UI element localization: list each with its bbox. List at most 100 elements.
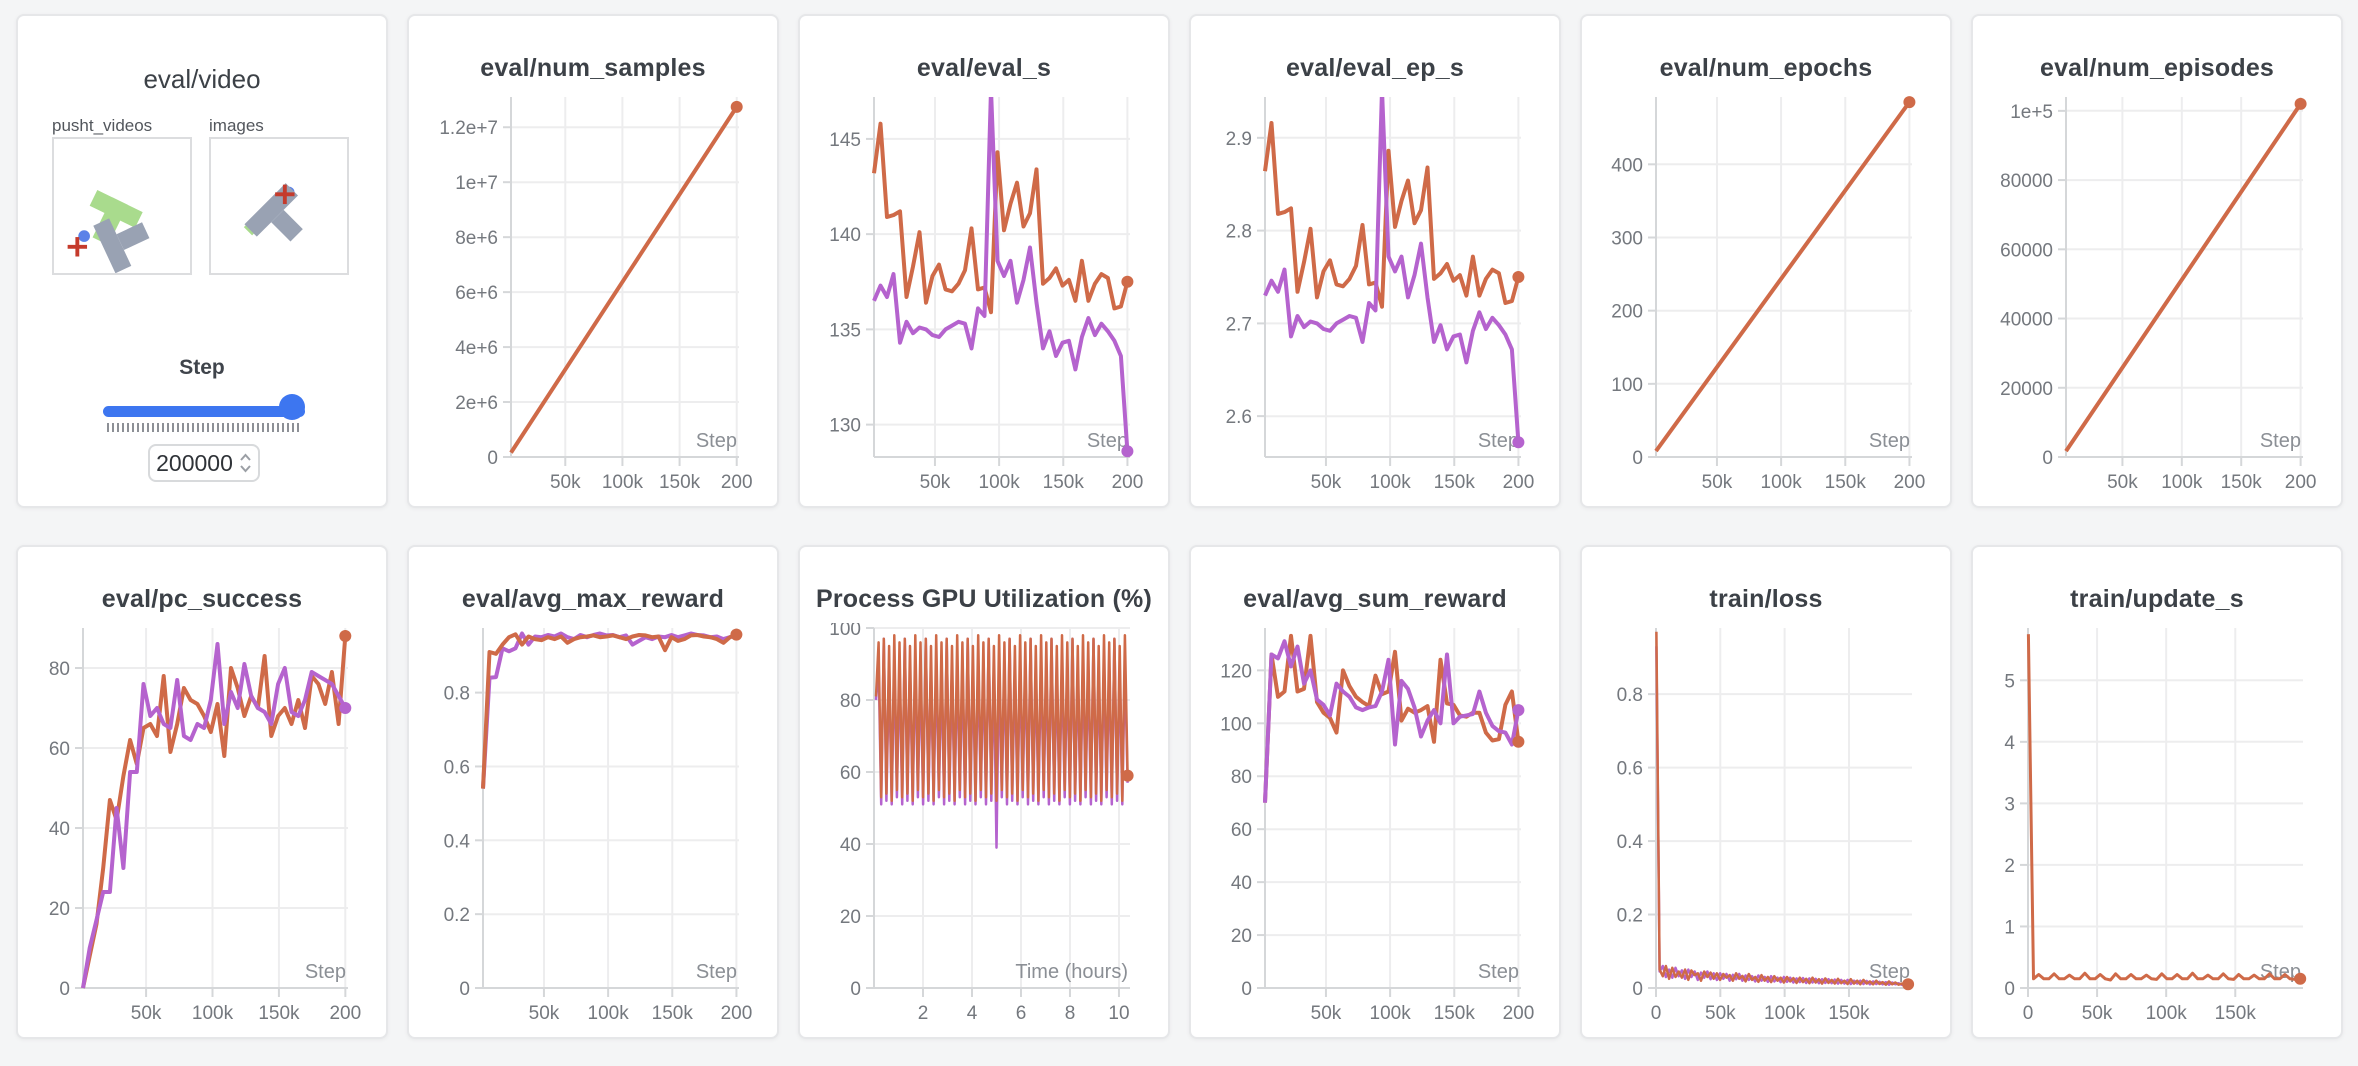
svg-text:0.2: 0.2 xyxy=(444,905,470,926)
panel-eval-video: eval/video pusht_videos images xyxy=(16,14,388,508)
svg-text:50k: 50k xyxy=(1311,1003,1342,1024)
svg-text:120: 120 xyxy=(1220,661,1252,682)
svg-text:100k: 100k xyxy=(602,472,644,493)
svg-text:5: 5 xyxy=(2004,671,2015,692)
svg-text:Step: Step xyxy=(1869,430,1910,452)
media-panel-title: eval/video xyxy=(143,64,261,94)
svg-text:150k: 150k xyxy=(1434,472,1476,493)
svg-text:50k: 50k xyxy=(2107,472,2138,493)
svg-text:150k: 150k xyxy=(659,472,701,493)
chart-plot-gpu-utilization[interactable]: 0 20 40 60 80 100 2 4 6 8 10 Time (hours) xyxy=(800,623,1170,1039)
svg-text:50k: 50k xyxy=(2082,1003,2113,1024)
svg-text:Step: Step xyxy=(1869,961,1910,983)
panel-eval-num-episodes: eval/num_episodes 0 20000 40000 60000 80000 1… xyxy=(1971,14,2343,508)
chart-title: eval/num_samples xyxy=(480,54,706,82)
svg-text:0: 0 xyxy=(2004,979,2015,1000)
svg-text:1.2e+7: 1.2e+7 xyxy=(439,118,498,139)
svg-text:8e+6: 8e+6 xyxy=(455,228,498,249)
target-cross-icon xyxy=(275,184,295,205)
svg-text:200: 200 xyxy=(2285,472,2317,493)
chart-plot-eval-num-epochs[interactable]: 0 100 200 300 400 50k 100k 150k 200 Step xyxy=(1582,92,1952,508)
svg-text:50k: 50k xyxy=(131,1003,162,1024)
svg-text:0: 0 xyxy=(1632,979,1643,1000)
svg-text:200: 200 xyxy=(1894,472,1926,493)
svg-text:0: 0 xyxy=(850,979,861,1000)
svg-text:1e+7: 1e+7 xyxy=(455,173,498,194)
step-slider-label: Step xyxy=(179,356,225,379)
image-thumbnail[interactable] xyxy=(209,137,349,275)
svg-text:20: 20 xyxy=(840,907,861,928)
agent-dot-icon xyxy=(78,230,90,242)
chart-title: Process GPU Utilization (%) xyxy=(815,585,1152,613)
svg-text:0.6: 0.6 xyxy=(444,757,470,778)
svg-text:300: 300 xyxy=(1611,228,1643,249)
step-slider[interactable] xyxy=(103,406,305,417)
svg-text:100k: 100k xyxy=(2161,472,2203,493)
panel-eval-pc-success: eval/pc_success 0 20 40 60 80 50k 100k 150k 200 S… xyxy=(16,545,388,1039)
svg-text:Step: Step xyxy=(305,961,346,983)
svg-text:130: 130 xyxy=(829,416,861,437)
step-value-input[interactable]: 200000 xyxy=(148,444,260,482)
svg-text:2.7: 2.7 xyxy=(1226,314,1252,335)
svg-text:0: 0 xyxy=(1651,1003,1662,1024)
svg-text:10: 10 xyxy=(1108,1003,1129,1024)
chart-plot-eval-avg-max-reward[interactable]: 0 0.2 0.4 0.6 0.8 50k 100k 150k 200 Step xyxy=(409,623,779,1039)
svg-text:100k: 100k xyxy=(2146,1003,2188,1024)
stepper-arrows[interactable] xyxy=(239,452,252,474)
svg-text:200: 200 xyxy=(1611,302,1643,323)
svg-text:400: 400 xyxy=(1611,155,1643,176)
chart-plot-eval-num-episodes[interactable]: 0 20000 40000 60000 80000 1e+5 50k 100k 150k 200 S… xyxy=(1973,92,2343,508)
svg-text:Step: Step xyxy=(696,430,737,452)
panel-eval-eval-s: eval/eval_s 130 135 140 145 50k 100k 150k 200 St… xyxy=(798,14,1170,508)
svg-text:Step: Step xyxy=(2260,430,2301,452)
chart-plot-eval-num-samples[interactable]: 0 2e+6 4e+6 6e+6 8e+6 1e+7 1.2e+7 50k 100k 150k 20… xyxy=(409,92,779,508)
panel-train-loss: train/loss 0 0.2 0.4 0.6 0.8 0 50k 100k 150k Step xyxy=(1580,545,1952,1039)
panel-eval-num-epochs: eval/num_epochs 0 100 200 300 400 50k 100k 150k… xyxy=(1580,14,1952,508)
chart-title: eval/avg_max_reward xyxy=(461,585,725,613)
svg-text:0.8: 0.8 xyxy=(444,684,470,705)
svg-text:Step: Step xyxy=(696,961,737,983)
svg-text:200: 200 xyxy=(721,1003,753,1024)
svg-text:50k: 50k xyxy=(550,472,581,493)
chart-title: eval/eval_s xyxy=(916,54,1052,82)
svg-text:150k: 150k xyxy=(1434,1003,1476,1024)
svg-text:0: 0 xyxy=(1632,448,1643,469)
chart-plot-eval-eval-s[interactable]: 130 135 140 145 50k 100k 150k 200 Step xyxy=(800,92,1170,508)
media-label-images: images xyxy=(209,116,264,135)
svg-text:150k: 150k xyxy=(1825,472,1867,493)
svg-text:0: 0 xyxy=(2023,1003,2034,1024)
step-value[interactable]: 200000 xyxy=(156,449,233,476)
video-thumbnail-pusht[interactable] xyxy=(52,137,192,275)
svg-text:20: 20 xyxy=(1231,926,1252,947)
svg-text:Step: Step xyxy=(1478,430,1519,452)
svg-text:3: 3 xyxy=(2004,794,2015,815)
svg-text:2.9: 2.9 xyxy=(1226,129,1252,150)
panel-eval-avg-max-reward: eval/avg_max_reward 0 0.2 0.4 0.6 0.8 50k 100k… xyxy=(407,545,779,1039)
chart-plot-train-loss[interactable]: 0 0.2 0.4 0.6 0.8 0 50k 100k 150k Step xyxy=(1582,623,1952,1039)
svg-text:0: 0 xyxy=(2042,448,2053,469)
svg-text:50k: 50k xyxy=(1702,472,1733,493)
svg-text:2: 2 xyxy=(2004,856,2015,877)
svg-text:100k: 100k xyxy=(192,1003,234,1024)
svg-text:100: 100 xyxy=(1220,714,1252,735)
svg-text:4: 4 xyxy=(967,1003,978,1024)
svg-text:50k: 50k xyxy=(529,1003,560,1024)
step-slider-thumb[interactable] xyxy=(279,394,305,420)
chart-plot-eval-eval-ep-s[interactable]: 2.6 2.7 2.8 2.9 50k 100k 150k 200 Step xyxy=(1191,92,1561,508)
svg-text:80: 80 xyxy=(1231,767,1252,788)
svg-text:0: 0 xyxy=(459,979,470,1000)
svg-text:1e+5: 1e+5 xyxy=(2010,102,2053,123)
svg-text:40: 40 xyxy=(49,819,70,840)
svg-text:Time (hours): Time (hours) xyxy=(1015,961,1128,983)
svg-text:200: 200 xyxy=(721,472,753,493)
svg-text:2: 2 xyxy=(918,1003,929,1024)
panel-eval-eval-ep-s: eval/eval_ep_s 2.6 2.7 2.8 2.9 50k 100k 150k 20… xyxy=(1189,14,1561,508)
svg-text:150k: 150k xyxy=(1828,1003,1870,1024)
svg-text:Step: Step xyxy=(1478,961,1519,983)
svg-text:200: 200 xyxy=(1503,1003,1535,1024)
svg-text:60: 60 xyxy=(1231,820,1252,841)
chart-plot-eval-pc-success[interactable]: 0 20 40 60 80 50k 100k 150k 200 Step xyxy=(18,623,388,1039)
chart-plot-eval-avg-sum-reward[interactable]: 0 20 40 60 80 100 120 50k 100k 150k 200 Step xyxy=(1191,623,1561,1039)
